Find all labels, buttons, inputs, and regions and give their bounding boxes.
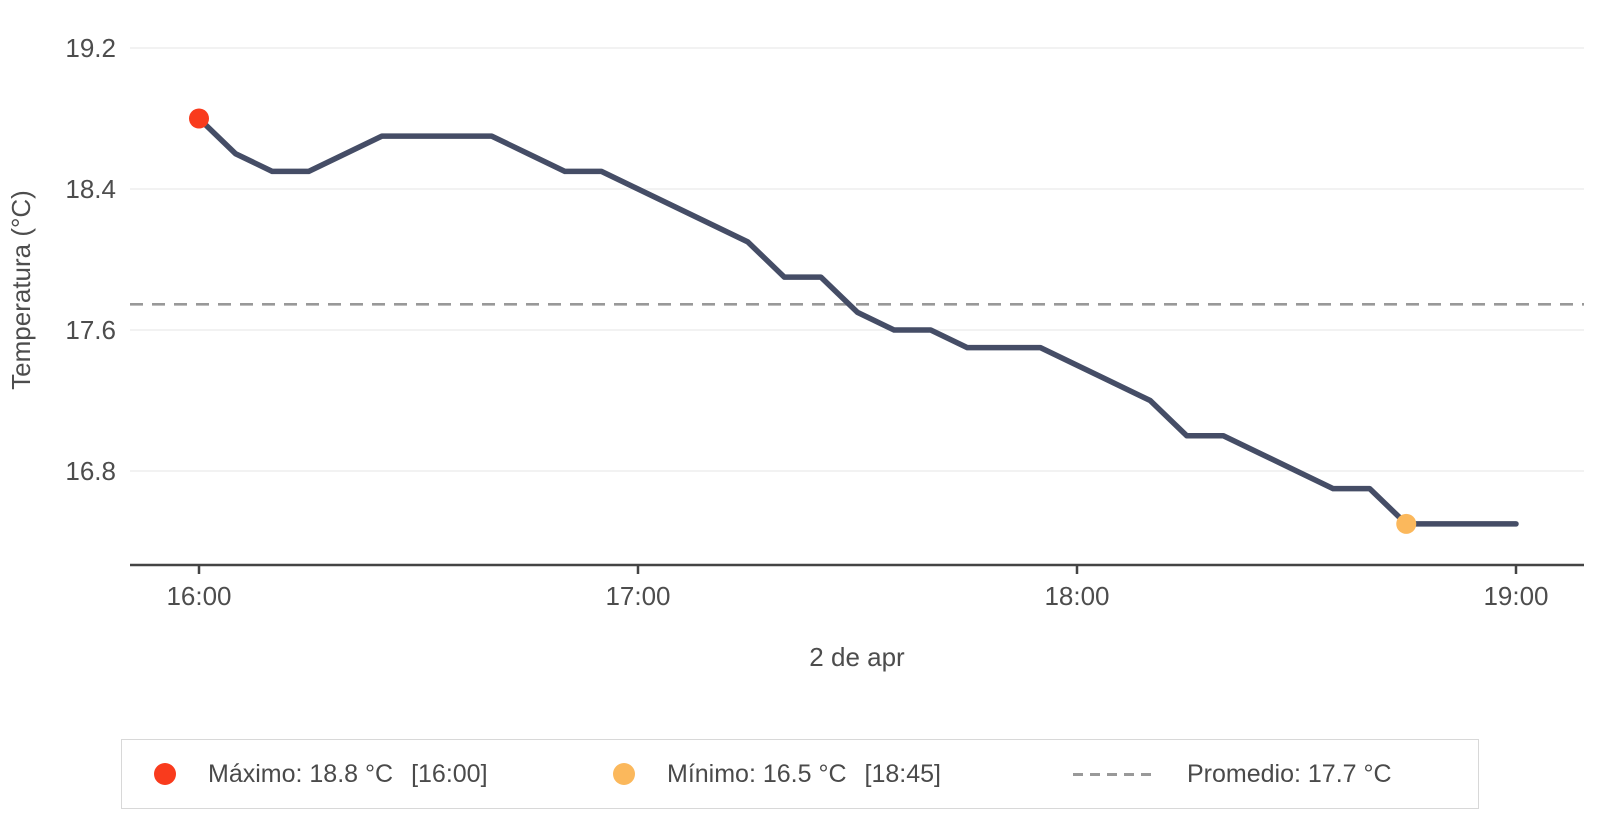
min-marker-dot-icon xyxy=(613,763,635,785)
max-marker-dot-icon xyxy=(154,763,176,785)
y-tick-label: 16.8 xyxy=(65,456,116,486)
legend-label-average: Promedio: 17.7 °C xyxy=(1187,759,1392,788)
legend-bracket-max: [16:00] xyxy=(411,759,488,788)
legend-label-min: Mínimo: 16.5 °C xyxy=(667,759,847,788)
legend-item-average: Promedio: 17.7 °C xyxy=(1073,740,1392,808)
legend-item-min: Mínimo: 16.5 °C [18:45] xyxy=(613,740,941,808)
x-axis-title: 2 de apr xyxy=(809,642,905,672)
temperature-line xyxy=(196,115,1519,527)
x-tick-label: 16:00 xyxy=(166,581,231,611)
y-tick-label: 19.2 xyxy=(65,33,116,63)
chart-legend: Máximo: 18.8 °C [16:00] Mínimo: 16.5 °C … xyxy=(121,739,1479,809)
x-tick-label: 19:00 xyxy=(1483,581,1548,611)
y-axis-title: Temperatura (°C) xyxy=(6,190,36,390)
legend-label-max: Máximo: 18.8 °C xyxy=(208,759,394,788)
legend-bracket-min: [18:45] xyxy=(864,759,941,788)
y-tick-label: 18.4 xyxy=(65,174,116,204)
chart-plot-area: 19.2 18.4 17.6 16.8 16:00 17:00 18:00 19:00 2 de… xyxy=(6,33,1584,672)
x-tick-label: 18:00 xyxy=(1044,581,1109,611)
x-tick-label: 17:00 xyxy=(605,581,670,611)
legend-item-max: Máximo: 18.8 °C [16:00] xyxy=(154,740,488,808)
max-point-dot xyxy=(189,108,209,129)
y-tick-label: 17.6 xyxy=(65,315,116,345)
average-marker-dash-icon xyxy=(1073,772,1155,776)
min-point-dot xyxy=(1396,513,1417,534)
